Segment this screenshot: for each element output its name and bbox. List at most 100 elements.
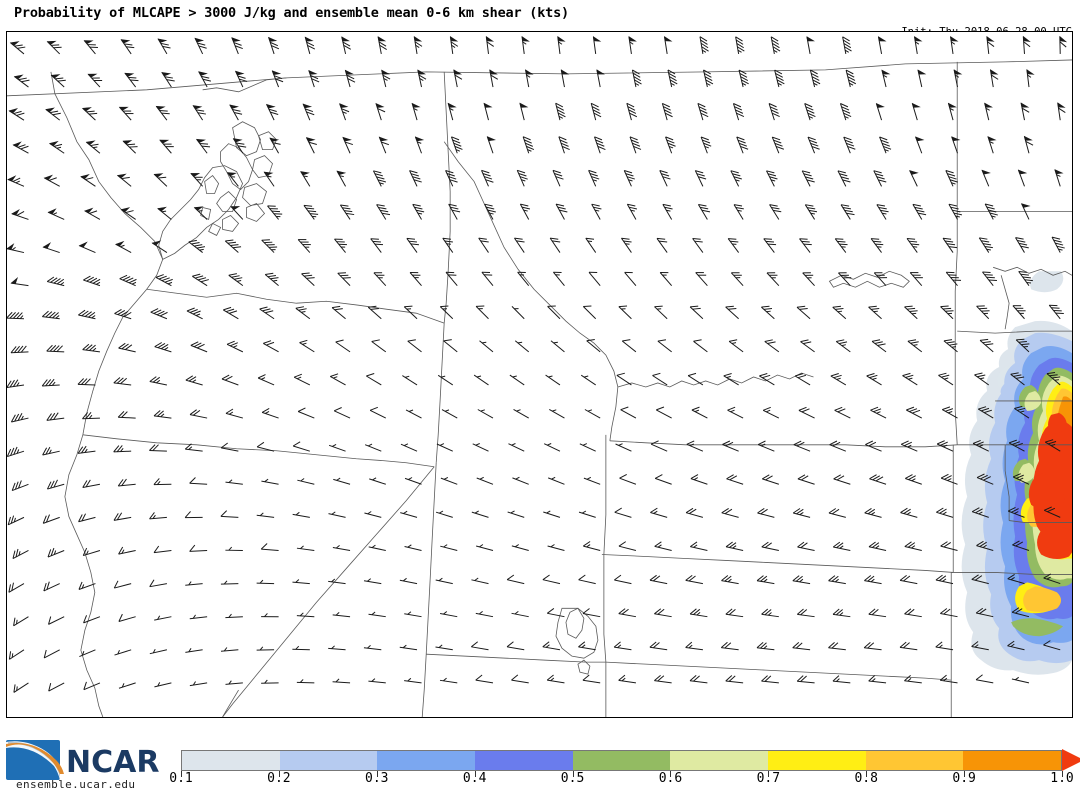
wind-barb (114, 650, 131, 655)
wind-barb (841, 205, 854, 220)
wind-barb (526, 70, 533, 87)
wind-barb (86, 141, 99, 153)
wind-barb (578, 642, 595, 650)
wind-barb (597, 70, 604, 87)
wind-barb (190, 545, 207, 551)
wind-barb (512, 306, 524, 318)
wind-barb (293, 512, 310, 517)
wind-barb (84, 682, 100, 690)
wind-barb (221, 648, 238, 652)
wind-barb (225, 240, 241, 253)
wind-barb (189, 240, 205, 252)
wind-barb (297, 478, 314, 484)
wind-barb (46, 108, 61, 120)
wind-barb (650, 642, 667, 650)
wind-barb (583, 675, 600, 683)
wind-barb (12, 480, 28, 490)
wind-barb (1023, 36, 1030, 53)
wind-barb (691, 475, 707, 485)
wind-barb (833, 676, 850, 683)
wind-barb (797, 609, 814, 617)
wind-barb (517, 170, 527, 186)
wind-barb (559, 137, 570, 154)
wind-barb (150, 580, 167, 587)
wind-barb (371, 239, 383, 253)
wind-barb (329, 444, 345, 451)
wind-barb (366, 374, 381, 385)
wind-barb (511, 675, 528, 683)
wind-barb (938, 373, 953, 385)
wind-barb (589, 170, 600, 186)
wind-barb (698, 103, 708, 120)
wind-barb (406, 410, 421, 418)
wind-barb (400, 511, 417, 517)
wind-barb (450, 37, 457, 54)
wind-barb (119, 343, 136, 352)
wind-barb (619, 609, 636, 617)
wind-barb (441, 477, 457, 484)
wind-barb (302, 273, 315, 286)
wind-barb (1049, 305, 1064, 319)
wind-barb (507, 642, 524, 650)
wind-barb (379, 137, 389, 153)
wind-barb (736, 37, 745, 54)
wind-barb (700, 37, 709, 54)
colorbar[interactable] (181, 750, 1062, 771)
wind-barb (440, 306, 452, 319)
wind-barb (223, 307, 238, 318)
wind-barb (580, 444, 596, 452)
wind-barb (267, 104, 279, 120)
wind-barb (686, 508, 703, 517)
wind-barb (974, 373, 988, 385)
wind-barb (229, 274, 243, 286)
wind-barb (297, 679, 314, 682)
wind-barb (616, 444, 632, 451)
wind-barb (762, 475, 779, 484)
wind-barb (828, 642, 845, 649)
wind-barb (328, 646, 345, 650)
wind-barb (402, 376, 417, 385)
wind-barb (874, 273, 887, 286)
ncar-wordmark: NCAR (66, 745, 159, 780)
wind-barb (473, 443, 489, 451)
wind-barb (954, 70, 961, 87)
wind-barb (726, 676, 743, 683)
wind-barb (414, 37, 422, 54)
wind-barb (44, 650, 59, 658)
wind-barb (482, 272, 493, 285)
wind-barb (401, 444, 417, 451)
wind-barb (583, 609, 600, 617)
map-canvas[interactable]: barbs generated by script (6, 31, 1073, 718)
wind-barb (292, 580, 309, 584)
wind-barb (728, 407, 744, 418)
wind-barb (1058, 103, 1066, 120)
wind-barb (943, 238, 957, 252)
wind-barb (621, 238, 631, 252)
wind-barb (901, 508, 918, 517)
wind-barb (221, 443, 238, 451)
wind-barb (119, 683, 136, 688)
wind-barb (191, 342, 207, 352)
wind-barb (187, 308, 203, 319)
wind-barb (558, 37, 565, 54)
wind-barb (442, 410, 457, 418)
wind-barb (810, 70, 820, 87)
wind-barb (663, 204, 673, 219)
wind-barb (512, 545, 529, 551)
wind-barb (191, 173, 203, 186)
wind-barb (83, 344, 100, 352)
wind-barb (877, 205, 889, 220)
wind-barb (270, 138, 281, 153)
wind-barb (805, 205, 817, 220)
wind-barb (309, 70, 319, 87)
wind-barb (333, 612, 350, 616)
wind-barb (334, 239, 346, 252)
wind-barb (340, 205, 354, 219)
wind-barb (666, 137, 676, 153)
wind-barb (374, 273, 386, 286)
wind-barb (149, 445, 166, 452)
wind-barb (553, 272, 564, 285)
wind-barb (340, 104, 349, 120)
wind-barb (797, 306, 810, 319)
colorbar-label-5: 0.5 (561, 771, 584, 786)
